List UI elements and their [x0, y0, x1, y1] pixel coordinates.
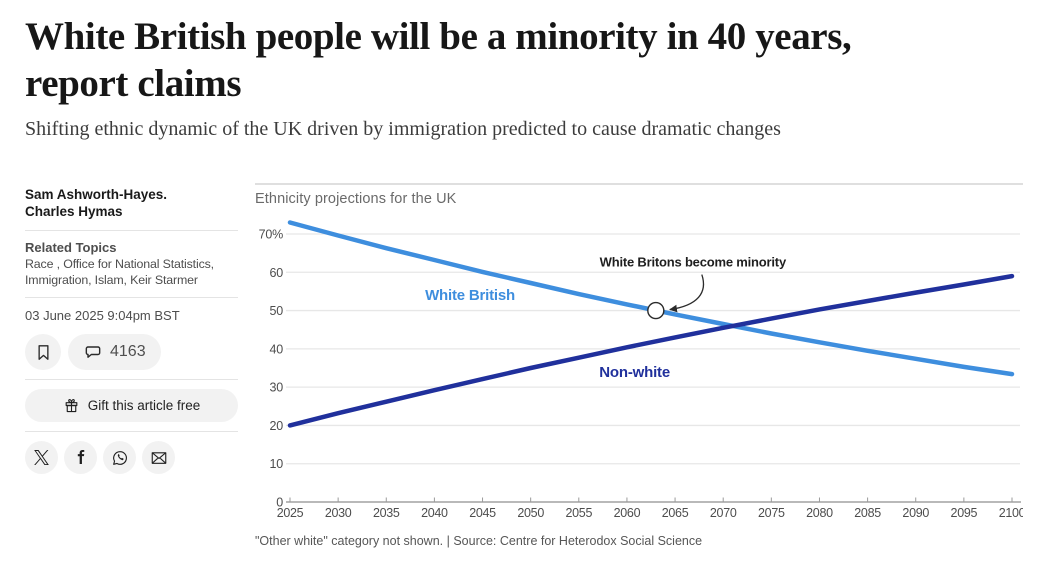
series-label: White British	[425, 287, 515, 304]
share-email-button[interactable]	[142, 441, 175, 475]
x-tick-label: 2075	[758, 506, 785, 520]
y-tick-label: 0	[276, 495, 283, 509]
y-tick-label: 10	[269, 457, 283, 471]
article-page: White British people will be a minority …	[0, 0, 1049, 548]
x-tick-label: 2040	[421, 506, 448, 520]
x-tick-label: 2065	[662, 506, 689, 520]
headline: White British people will be a minority …	[25, 15, 852, 105]
share-buttons	[25, 441, 238, 475]
comment-bubble-icon	[83, 342, 103, 362]
x-tick-label: 2025	[277, 506, 304, 520]
main-row: Sam Ashworth-Hayes. Charles Hymas Relate…	[0, 182, 1049, 548]
author-link-2[interactable]: Charles Hymas	[25, 204, 123, 220]
email-icon	[150, 449, 168, 467]
annotation-marker-circle	[647, 301, 665, 319]
chart-canvas: 0 10 20 30 40 50 60 70% 2025 2030 2035 2040 2045 2050…	[255, 210, 1026, 533]
series-line-white-british	[287, 219, 1015, 376]
author-link-1[interactable]: Sam Ashworth-Hayes.	[25, 186, 168, 202]
gift-icon	[63, 397, 80, 414]
y-tick-label: 20	[269, 419, 283, 433]
author-names: Sam Ashworth-Hayes. Charles Hymas	[25, 186, 238, 221]
bookmark-button[interactable]	[25, 334, 61, 371]
related-topics-label: Related Topics	[25, 239, 117, 255]
series-line-non-white	[287, 273, 1015, 428]
y-tick-label: 70%	[259, 227, 284, 241]
divider	[25, 431, 238, 433]
x-tick-label: 2090	[902, 506, 929, 520]
facebook-icon	[73, 449, 89, 466]
x-tick-label: 2035	[373, 506, 400, 520]
subheadline: Shifting ethnic dynamic of the UK driven…	[25, 117, 781, 140]
divider	[25, 379, 238, 381]
chart-title: Ethnicity projections for the UK	[255, 190, 457, 207]
comments-count: 4163	[110, 343, 146, 361]
x-tick-label: 2045	[469, 506, 496, 520]
series-label: Non-white	[599, 364, 670, 381]
publish-date: 03 June 2025 9:04pm BST	[25, 308, 180, 324]
whatsapp-icon	[111, 449, 129, 467]
share-whatsapp-button[interactable]	[103, 441, 136, 475]
gift-article-button[interactable]: Gift this article free	[25, 389, 238, 423]
ethnicity-chart: Ethnicity projections for the UK 0 10 20 30…	[255, 182, 1026, 548]
x-tick-label: 2060	[614, 506, 641, 520]
x-tick-label: 2030	[325, 506, 352, 520]
x-tick-label: 2095	[951, 506, 978, 520]
article-sidebar: Sam Ashworth-Hayes. Charles Hymas Relate…	[25, 183, 238, 548]
divider	[25, 297, 238, 299]
y-tick-label: 30	[269, 380, 283, 394]
article-header: White British people will be a minority …	[0, 0, 1049, 141]
share-x-button[interactable]	[25, 441, 58, 475]
y-tick-label: 40	[269, 342, 283, 356]
chart-footnote: "Other white" category not shown. | Sour…	[255, 533, 703, 548]
gift-button-label: Gift this article free	[87, 398, 201, 414]
comments-button[interactable]: 4163	[68, 334, 161, 371]
y-tick-label: 50	[269, 304, 283, 318]
annotation-text: White Britons become minority	[600, 254, 787, 269]
share-facebook-button[interactable]	[64, 441, 97, 475]
annotation-arrow	[669, 273, 704, 313]
related-topics-links[interactable]: Race , Office for National Statistics, I…	[25, 256, 214, 287]
x-tick-label: 2100	[999, 506, 1023, 520]
article-actions: 4163	[25, 334, 238, 371]
x-logo-icon	[34, 450, 49, 466]
x-tick-label: 2070	[710, 506, 737, 520]
x-tick-label: 2080	[806, 506, 833, 520]
bookmark-icon	[34, 343, 53, 362]
x-tick-label: 2050	[517, 506, 544, 520]
x-tick-label: 2085	[854, 506, 881, 520]
divider	[25, 229, 238, 231]
x-tick-label: 2055	[565, 506, 592, 520]
y-tick-label: 60	[269, 265, 283, 279]
